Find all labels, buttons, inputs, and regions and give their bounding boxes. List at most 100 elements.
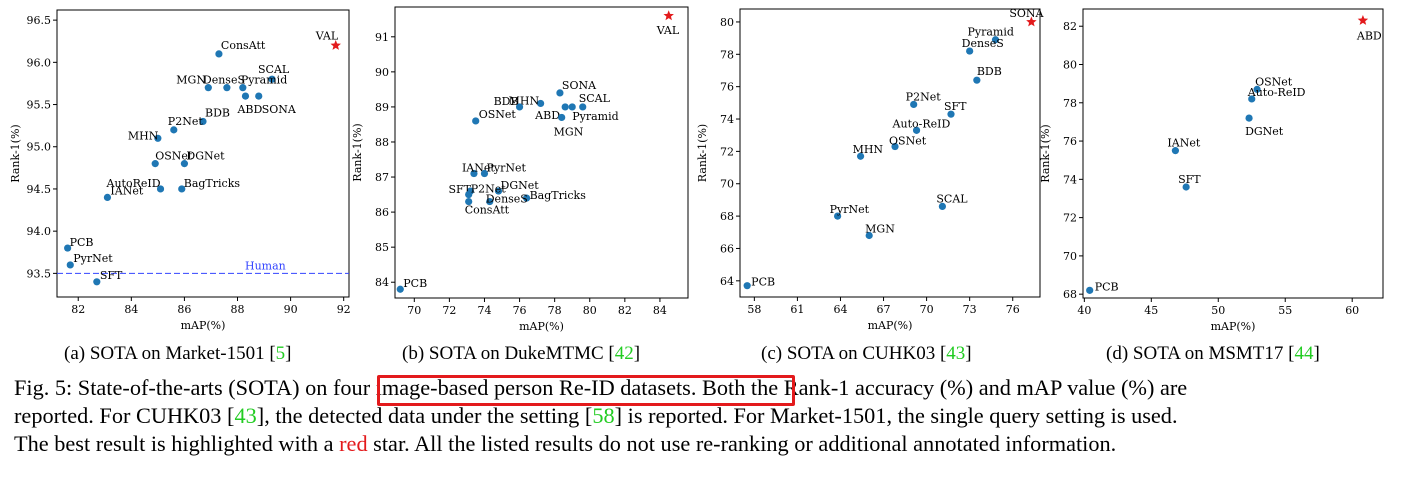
best-result-star-sona <box>1026 16 1037 27</box>
point-label-pyrnet: PyrNet <box>73 252 113 265</box>
x-tick-label: 60 <box>1345 304 1359 317</box>
data-point-pcb <box>396 285 404 293</box>
figure-caption: Fig. 5: State-of-the-arts (SOTA) on four… <box>14 374 1406 458</box>
y-tick-label: 93.5 <box>27 267 52 280</box>
y-tick-label: 82 <box>1063 20 1077 33</box>
data-point-dgnet <box>1245 114 1253 122</box>
data-point-mhn <box>856 152 865 160</box>
data-point-scal <box>579 103 587 111</box>
point-label-pcb: PCB <box>70 236 94 249</box>
point-label-abd: ABD <box>236 103 262 116</box>
x-axis-label: mAP(%) <box>181 319 226 332</box>
data-point-bdb <box>199 117 207 126</box>
data-point-pyramid <box>991 36 1000 44</box>
y-tick-label: 91 <box>375 31 389 44</box>
y-tick-label: 70 <box>720 178 734 191</box>
x-tick-label: 84 <box>124 303 138 316</box>
point-label-denses: DenseS <box>486 193 528 206</box>
y-tick-label: 87 <box>375 171 389 184</box>
data-point-denses <box>223 84 231 92</box>
point-label-pyramid: Pyramid <box>241 74 287 87</box>
chart-market1501: 82 84 86 88 90 92 93.5 94.0 94.5 95.0 95.5 96.0 96.5… <box>0 0 351 340</box>
y-tick-label: 76 <box>1063 135 1077 148</box>
point-label-mhn: MHN <box>128 129 159 142</box>
data-point-osnet <box>1253 85 1261 93</box>
point-label-pyrnet: PyrNet <box>486 162 526 175</box>
x-tick-label: 76 <box>1006 303 1020 316</box>
y-tick-label: 90 <box>375 66 389 79</box>
x-axis-label: mAP(%) <box>868 319 913 332</box>
x-tick-label: 82 <box>618 304 632 317</box>
highlight-box <box>377 375 795 406</box>
x-tick-label: 76 <box>513 304 527 317</box>
point-label-pcb: PCB <box>403 277 427 290</box>
x-tick-label: 72 <box>442 304 456 317</box>
data-point-bdb <box>973 76 981 84</box>
subcaption-a: (a) SOTA on Market-1501 [5] <box>64 343 292 364</box>
point-label-bdb: BDB <box>205 106 230 119</box>
data-point-mgn <box>558 113 566 122</box>
data-point-osnet <box>472 117 480 125</box>
data-point-mhn <box>537 99 545 108</box>
point-label-p2net: P2Net <box>168 115 204 128</box>
x-tick-label: 64 <box>833 303 847 316</box>
point-label-scal: SCAL <box>936 192 968 205</box>
data-point-bdb <box>515 103 524 111</box>
data-point-abd <box>561 103 569 111</box>
data-point-p2net <box>170 126 178 134</box>
x-tick-label: 78 <box>548 304 562 317</box>
point-label-osnet: OSNet <box>889 135 927 148</box>
x-tick-label: 84 <box>653 304 667 317</box>
point-label-bagtricks: BagTricks <box>184 177 241 190</box>
x-tick-label: 55 <box>1278 304 1292 317</box>
point-label-abd: ABD <box>534 109 560 122</box>
y-axis-label: Rank-1(%) <box>696 124 709 182</box>
y-axis-label: Rank-1(%) <box>1039 124 1052 182</box>
y-tick-label: 80 <box>720 16 734 29</box>
point-label-consatt: ConsAtt <box>465 204 510 217</box>
point-label-ianet: IANet <box>110 184 143 197</box>
best-result-star-abd <box>1357 14 1369 25</box>
plot-frame <box>739 8 1041 298</box>
data-point-pyrnet <box>834 212 842 220</box>
x-tick-label: 82 <box>71 303 85 316</box>
data-point-mhn <box>154 134 162 142</box>
y-tick-label: 94.5 <box>27 183 52 196</box>
y-tick-label: 88 <box>375 136 389 149</box>
y-tick-label: 86 <box>375 206 389 219</box>
point-label-dgnet: DGNet <box>501 179 540 192</box>
data-point-pyramid <box>568 103 576 111</box>
caption-line-2: reported. For CUHK03 [43], the detected … <box>14 403 1178 428</box>
point-label-bdb: BDB <box>494 95 519 108</box>
point-label-bdb: BDB <box>977 65 1002 78</box>
data-point-bagtricks <box>522 194 531 202</box>
y-tick-label: 95.5 <box>27 99 52 112</box>
plot-frame <box>56 9 350 298</box>
chart-dukemtmc: 70 72 74 76 78 80 82 84 84 85 86 87 88 89 90 91 mAP(%) Ra… <box>350 0 690 340</box>
y-tick-label: 78 <box>1063 97 1077 110</box>
caption-highlight-text: four image-based person Re-ID datasets. <box>332 375 697 400</box>
point-label-sft: SFT <box>1178 173 1201 186</box>
point-label-auto-reid: Auto-ReID <box>1247 86 1306 99</box>
data-point-ianet <box>1171 147 1180 155</box>
x-tick-label: 92 <box>337 303 351 316</box>
data-point-pcb <box>743 282 751 290</box>
x-tick-label: 73 <box>963 303 977 316</box>
x-tick-label: 90 <box>284 303 298 316</box>
subcaption-d: (d) SOTA on MSMT17 [44] <box>1106 343 1320 364</box>
y-tick-label: 72 <box>1063 212 1077 225</box>
point-label-mhn: MHN <box>509 94 540 107</box>
point-label-val: VAL <box>656 24 680 37</box>
point-label-sft: SFT <box>944 100 967 113</box>
y-tick-label: 89 <box>375 101 389 114</box>
point-label-consatt: ConsAtt <box>221 39 266 52</box>
data-point-sft <box>1182 183 1190 191</box>
y-axis-label: Rank-1(%) <box>351 123 364 181</box>
y-tick-label: 78 <box>720 48 734 61</box>
data-point-p2net <box>465 190 473 199</box>
x-tick-label: 50 <box>1211 304 1225 317</box>
point-label-p2net: P2Net <box>906 90 942 103</box>
data-point-mgn <box>865 231 873 240</box>
x-tick-label: 61 <box>790 303 804 316</box>
